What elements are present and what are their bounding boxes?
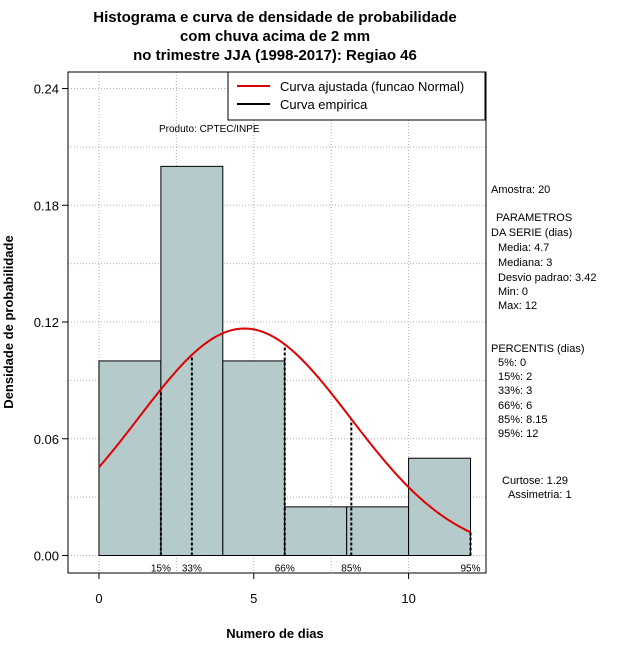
percentile-label: 95% [461, 563, 481, 574]
stat-params-title-2: DA SERIE (dias) [491, 227, 572, 239]
stat-percentil: 66%: 6 [498, 400, 532, 412]
x-tick-label: 5 [250, 591, 257, 606]
stat-params-title-1: PARAMETROS [496, 212, 572, 224]
y-tick-label: 0.24 [34, 82, 59, 97]
y-tick-label: 0.18 [34, 198, 59, 213]
stat-amostra: Amostra: 20 [491, 184, 550, 196]
stat-percentil: 15%: 2 [498, 371, 532, 383]
stat-perc-title: PERCENTIS (dias) [491, 343, 585, 355]
stats-panel: Amostra: 20 PARAMETROS DA SERIE (dias) M… [491, 184, 596, 501]
y-tick-label: 0.00 [34, 548, 59, 563]
y-axis-title: Densidade de probabilidade [1, 235, 16, 408]
percentile-label: 15% [151, 563, 171, 574]
product-annotation: Produto: CPTEC/INPE [159, 124, 260, 135]
histogram-bar [160, 165, 224, 556]
legend-box [227, 71, 486, 121]
histogram-bar [222, 360, 286, 556]
chart-title-line-3: no trimestre JJA (1998-2017): Regiao 46 [133, 47, 417, 64]
stat-curtose: Curtose: 1.29 [502, 475, 568, 487]
histogram-bar [284, 506, 348, 556]
histogram-bar [98, 360, 162, 556]
percentile-label: 85% [341, 563, 361, 574]
stat-param: Min: 0 [498, 286, 528, 298]
legend: Curva ajustada (funcao Normal) Curva emp… [227, 71, 486, 121]
stat-percentil: 5%: 0 [498, 357, 526, 369]
stat-param: Media: 4.7 [498, 242, 549, 254]
stat-param: Mediana: 3 [498, 257, 552, 269]
chart-title-line-1: Histograma e curva de densidade de proba… [93, 9, 456, 26]
normal-curve-group [98, 327, 471, 534]
x-axis: 0 5 10 [95, 572, 416, 606]
y-tick-label: 0.12 [34, 315, 59, 330]
stat-param: Desvio padrao: 3.42 [498, 272, 596, 284]
normal-curve [98, 327, 471, 534]
x-tick-label: 10 [401, 591, 415, 606]
stat-param: Max: 12 [498, 300, 537, 312]
legend-label-empirical: Curva empirica [280, 97, 368, 112]
y-axis: 0.00 0.06 0.12 0.18 0.24 [34, 82, 68, 563]
stat-percentil: 33%: 3 [498, 385, 532, 397]
stat-percentil: 85%: 8.15 [498, 414, 548, 426]
histogram-bar [346, 506, 410, 556]
percentile-label: 33% [182, 563, 202, 574]
histogram-bar [408, 457, 472, 556]
y-tick-label: 0.06 [34, 432, 59, 447]
stat-percentil: 95%: 12 [498, 428, 538, 440]
x-tick-label: 0 [95, 591, 102, 606]
legend-label-normal: Curva ajustada (funcao Normal) [280, 79, 464, 94]
stat-assimetria: Assimetria: 1 [508, 489, 572, 501]
percentile-label: 66% [275, 563, 295, 574]
histogram-bars [98, 165, 472, 556]
chart-title-line-2: com chuva acima de 2 mm [180, 28, 370, 45]
percentile-lines: 15% 33% 66% 85% 95% [151, 344, 481, 574]
x-axis-title: Numero de dias [226, 626, 324, 641]
